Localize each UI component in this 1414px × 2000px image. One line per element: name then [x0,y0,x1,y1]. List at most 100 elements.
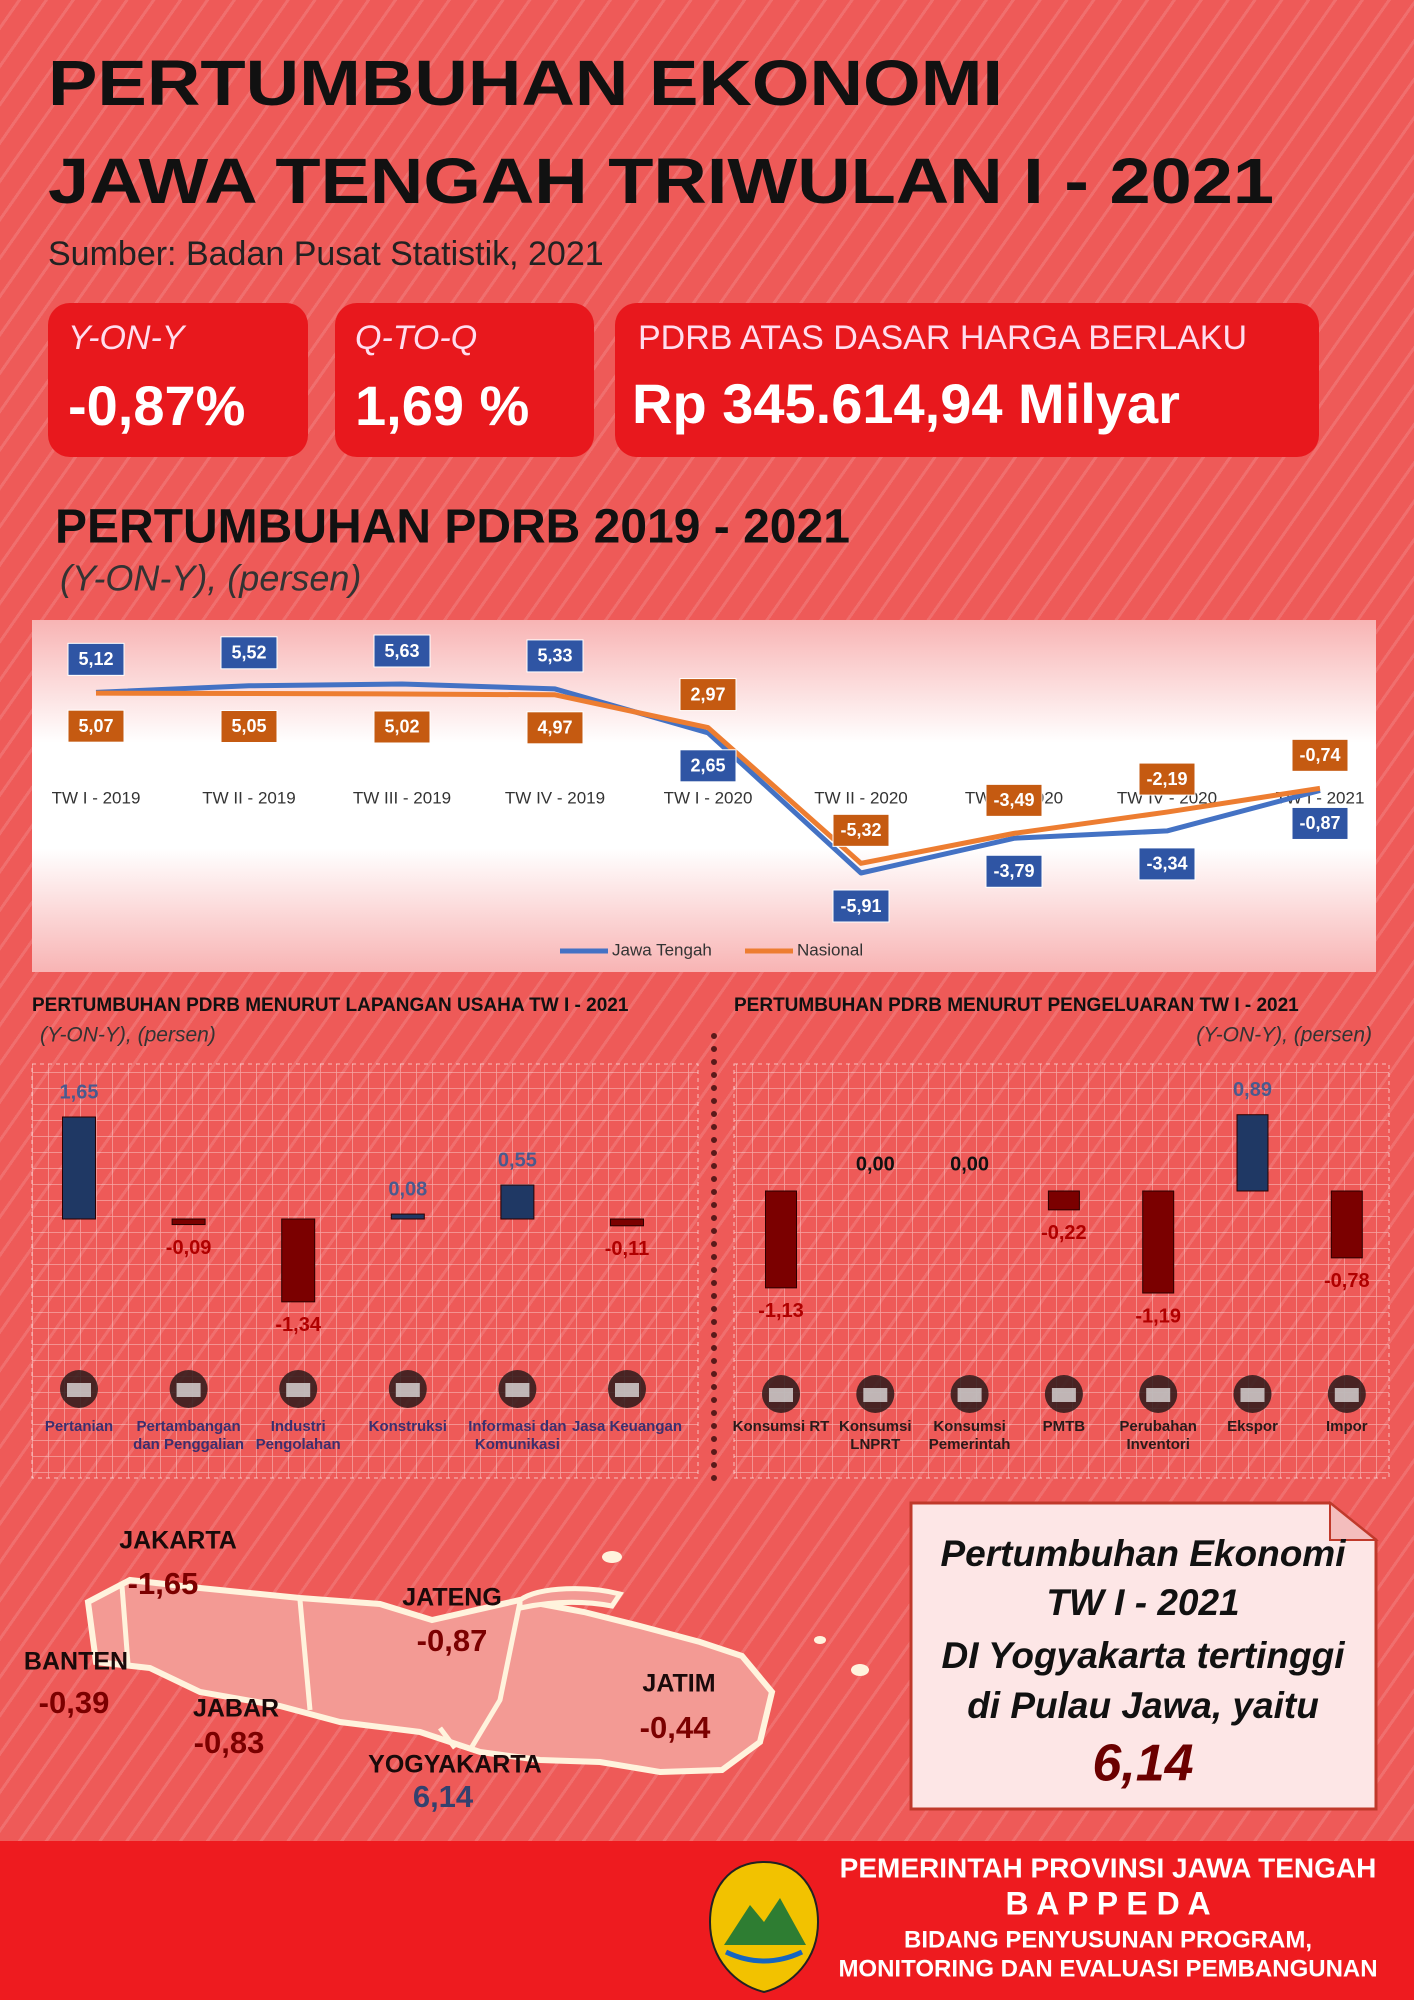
chart-title: PERTUMBUHAN PDRB MENURUT LAPANGAN USAHA … [32,995,629,1016]
region-value: 6,14 [413,1779,474,1814]
region-name: JABAR [193,1695,279,1723]
category-label: Pertanian [44,1418,114,1435]
title: JAWA TENGAH TRIWULAN I - 2021 [48,145,1274,217]
chart-panel [733,1063,1390,1479]
data-label: -1,34 [275,1314,321,1336]
data-label: 5,05 [231,716,266,736]
icon [1240,1388,1265,1402]
data-label: -0,78 [1324,1270,1370,1292]
region-name: JATENG [402,1584,502,1612]
label-box [1291,806,1349,840]
x-tick-label: TW II - 2019 [202,788,296,807]
data-label: 2,65 [690,756,725,776]
data-label: -5,32 [840,820,881,840]
category-label: Ekspor [1227,1418,1278,1435]
bar [610,1218,644,1227]
data-label: -0,87 [1299,813,1340,833]
category-label: Konsumsi Pemerintah [928,1418,1011,1453]
chart-panel [31,1063,699,1479]
bar [1047,1190,1080,1211]
icon [957,1388,982,1402]
region-value: -1,65 [128,1566,199,1601]
category-label: Konstruksi [368,1418,447,1435]
data-label: -0,11 [605,1238,649,1260]
callout-fold [1329,1500,1379,1541]
data-label: 5,63 [384,641,419,661]
data-label: 5,33 [537,646,572,666]
icon [1334,1388,1359,1402]
data-label: 0,00 [950,1153,989,1175]
bar [500,1184,535,1220]
chart-title: PERTUMBUHAN PDRB 2019 - 2021 [55,501,850,554]
kpi-box [48,303,308,457]
data-label: 2,97 [690,684,725,704]
border [119,1585,523,1752]
category-label: Konsumsi RT [732,1418,830,1435]
category-label: Jasa Keuangan [571,1418,683,1435]
kpi-box [335,303,594,457]
label-box [679,749,737,783]
data-label: -3,79 [993,861,1034,881]
category-label: Industri Pengolahan [255,1418,341,1453]
icon [1051,1388,1076,1402]
data-label: 0,00 [856,1153,895,1175]
islet [602,1551,622,1563]
bar [390,1213,425,1220]
bar [765,1190,797,1289]
source: Sumber: Badan Pusat Statistik, 2021 [48,235,604,273]
icon [863,1388,888,1402]
label-box [1138,847,1196,881]
kpi-value: 1,69 % [355,374,529,437]
chart-subtitle: (Y-ON-Y), (persen) [60,558,361,599]
label-box [1291,738,1349,772]
label-box [985,854,1043,888]
icon [505,1383,530,1397]
line [95,690,1321,866]
footer-division: BIDANG PENYUSUNAN PROGRAM, [904,1926,1312,1953]
data-label: 5,12 [78,649,113,669]
callout-highlight: 6,14 [1092,1735,1193,1793]
island [517,1586,625,1612]
data-label: -3,49 [993,790,1034,810]
x-tick-label: TW I - 2019 [52,788,141,807]
label-box [220,636,278,670]
footer-division: MONITORING DAN EVALUASI PEMBANGUNAN [838,1955,1377,1982]
data-label: 5,52 [231,643,266,663]
chart-subtitle: (Y-ON-Y), (persen) [1196,1024,1372,1047]
category-label: Impor [1325,1418,1368,1435]
icon [395,1383,420,1397]
islet [851,1664,869,1676]
category-label: Konsumsi LNPRT [839,1418,912,1453]
category-label: Perubahan Inventori [1119,1418,1197,1453]
java-map [84,1551,869,1776]
kpi-value: Rp 345.614,94 Milyar [632,372,1180,435]
region-value: -0,87 [417,1623,488,1658]
data-label: -1,13 [758,1300,804,1322]
x-tick-label: TW III - 2019 [353,788,451,807]
kpi-box [615,303,1319,457]
bar [1142,1190,1175,1294]
data-label: 5,02 [384,717,419,737]
bar [281,1218,316,1303]
data-label: 5,07 [78,716,113,736]
data-label: -0,22 [1041,1222,1087,1244]
islet [814,1636,826,1644]
footer-org: PEMERINTAH PROVINSI JAWA TENGAH [840,1852,1377,1883]
region-value: -0,83 [194,1725,265,1760]
footer-agency: B A P P E D A [1005,1885,1210,1921]
region-name: JAKARTA [119,1527,237,1555]
kpi-label: Q-TO-Q [355,319,477,357]
x-tick-label: TW I - 2020 [664,788,753,807]
bar [1330,1190,1363,1259]
label-box [67,642,125,676]
label-box [832,889,890,923]
chart-subtitle: (Y-ON-Y), (persen) [40,1024,216,1047]
label-box [985,783,1043,817]
category-label: PMTB [1042,1418,1086,1435]
bar [1236,1114,1269,1192]
icon [176,1383,201,1397]
title: PERTUMBUHAN EKONOMI [48,47,1003,119]
region-value: -0,44 [640,1710,711,1745]
legend-label: Jawa Tengah [612,940,712,959]
